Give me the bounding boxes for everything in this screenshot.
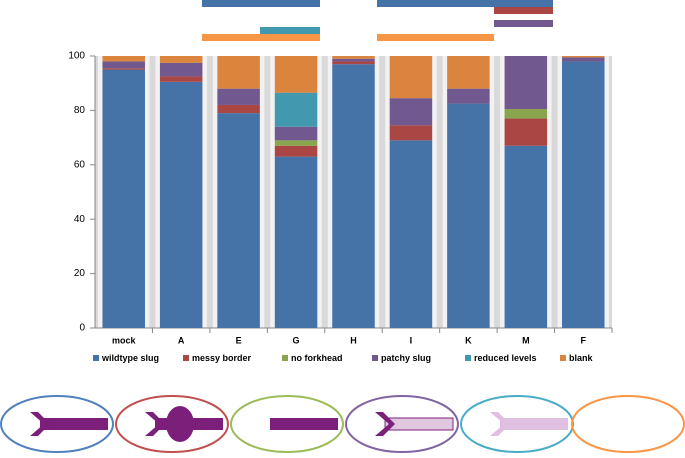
bar-segment (217, 56, 260, 89)
legend-swatch (560, 355, 566, 361)
bar-segment (217, 104, 260, 114)
bar-segment (274, 140, 318, 146)
icon-head (145, 412, 165, 436)
legend-label: messy border (192, 353, 252, 363)
x-tick-label: mock (112, 335, 137, 345)
group-bar (494, 20, 553, 27)
bar-segment (102, 61, 145, 69)
icon-blob (166, 406, 194, 442)
bar-segment (274, 92, 318, 127)
legend-swatch (282, 355, 288, 361)
bar-segment (389, 56, 433, 99)
legend-swatch (183, 355, 189, 361)
group-markers (202, 0, 553, 41)
y-tick-label: 20 (74, 268, 86, 279)
legend-swatch (372, 355, 378, 361)
y-tick-label: 0 (79, 323, 85, 334)
bar-segment (389, 125, 433, 141)
bar-segment (504, 118, 548, 146)
x-tick-label: I (410, 335, 413, 345)
icon-ellipse (230, 395, 344, 453)
bar-segment (274, 56, 318, 93)
x-tick-label: A (178, 335, 185, 345)
y-tick-label: 60 (74, 159, 86, 170)
icon-ellipse (0, 395, 114, 453)
bar-segment (102, 68, 145, 70)
icon-ellipse (571, 395, 685, 453)
icon-body (500, 418, 568, 430)
bar-segment (447, 56, 490, 89)
legend-label: blank (569, 353, 594, 363)
bar-segment (447, 103, 490, 328)
bar-segment (102, 69, 145, 328)
bar-segment (274, 156, 318, 328)
phenotype-icons (0, 395, 685, 453)
legend-label: wildtype slug (101, 353, 159, 363)
icon-ellipse (115, 395, 229, 453)
x-tick-label: H (350, 335, 357, 345)
bar-segment (159, 56, 203, 63)
x-tick-label: M (522, 335, 530, 345)
x-tick-label: E (236, 335, 242, 345)
x-tick-label: G (293, 335, 300, 345)
icon-body (384, 417, 454, 431)
bar-segment (389, 98, 433, 126)
icon-body (40, 418, 108, 430)
group-bar (202, 34, 320, 41)
group-bar (377, 34, 494, 41)
x-tick-label: F (581, 335, 587, 345)
group-bar (260, 27, 320, 34)
icon-head (375, 412, 395, 436)
bar-segment (274, 145, 318, 157)
bar-segment (562, 56, 605, 58)
icon-head (30, 412, 50, 436)
bar-segment (332, 58, 375, 62)
legend-label: no forkhead (291, 353, 343, 363)
legend-swatch (93, 355, 99, 361)
bar-segment (332, 56, 375, 59)
bar-segment (504, 56, 548, 110)
bar-segment (159, 62, 203, 77)
bar-segment (562, 57, 605, 62)
bar-segment (274, 126, 318, 141)
group-bar (494, 7, 553, 14)
bar-segment (332, 64, 375, 328)
bar-segment (332, 61, 375, 65)
bar-segment (102, 56, 145, 62)
legend-swatch (465, 355, 471, 361)
bar-segment (159, 81, 203, 328)
group-bar (202, 0, 320, 7)
icon-head (490, 412, 510, 436)
bar-segment (504, 109, 548, 119)
bar-segment (217, 88, 260, 105)
icon-ellipse (345, 395, 459, 453)
bar-segment (504, 145, 548, 328)
bar-segment (562, 61, 605, 328)
legend-label: reduced levels (474, 353, 537, 363)
y-tick-label: 40 (74, 214, 86, 225)
icon-body (270, 418, 338, 430)
bar-segment (217, 113, 260, 329)
group-bar (377, 0, 553, 7)
y-tick-label: 80 (74, 105, 86, 116)
legend-label: patchy slug (381, 353, 431, 363)
bar-segment (159, 76, 203, 82)
x-tick-label: K (465, 335, 472, 345)
y-tick-label: 100 (68, 51, 85, 62)
bar-segment (389, 140, 433, 328)
bar-segment (447, 88, 490, 104)
